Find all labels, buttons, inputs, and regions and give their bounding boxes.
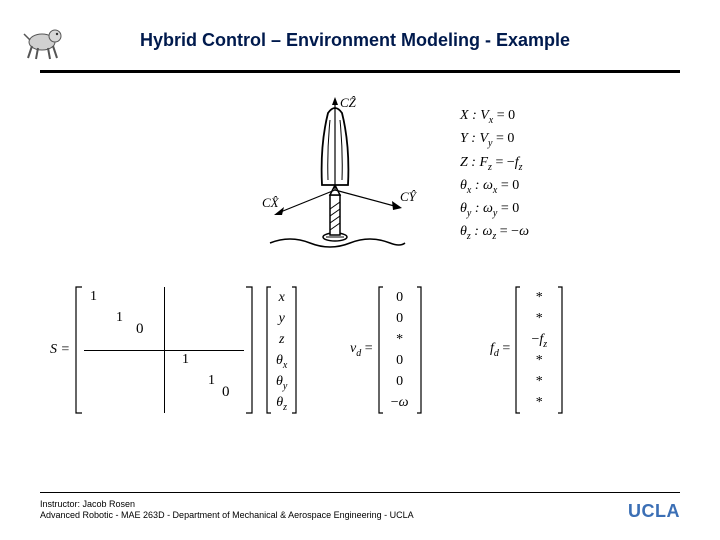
footer-line1: Instructor: Jacob Rosen <box>40 499 680 511</box>
slide-footer: Instructor: Jacob Rosen Advanced Robotic… <box>40 492 680 522</box>
vec-item: θx <box>276 350 287 371</box>
matrix-s: S = 1 1 1 1 0 0 <box>50 285 254 415</box>
footer-line2: Advanced Robotic - MAE 263D - Department… <box>40 510 680 522</box>
ucla-logo: UCLA <box>628 501 680 522</box>
bracket-left-icon <box>377 285 385 415</box>
fd-eq: = <box>502 341 510 356</box>
fd-sub: d <box>494 348 499 359</box>
svg-text:CX̂: CX̂ <box>262 195 280 210</box>
vec-item: * <box>525 350 553 371</box>
constraint-row: Z : Fz = −fz <box>460 152 529 175</box>
vector-vd: vd = 0 0 * 0 0 −ω <box>350 285 423 415</box>
vector-fd: fd = * * −fz * * * <box>490 285 564 415</box>
s-cell: 1 <box>182 352 189 368</box>
figure-screwdriver: CẐ CX̂ CŶ <box>250 95 420 265</box>
vector-vd-col: 0 0 * 0 0 −ω <box>385 287 415 413</box>
bracket-right-icon <box>415 285 423 415</box>
slide-header: Hybrid Control – Environment Modeling - … <box>0 20 720 75</box>
matrices-row: S = 1 1 1 1 0 0 x y z θx θy θz vd = <box>50 285 670 425</box>
bracket-left-icon <box>265 285 273 415</box>
vec-item: 0 <box>388 350 412 371</box>
constraint-row: θx : ωx = 0 <box>460 175 529 198</box>
vec-item: 0 <box>388 287 412 308</box>
vd-label: vd = <box>350 341 373 359</box>
constraint-row: θz : ωz = −ω <box>460 221 529 244</box>
slide-title: Hybrid Control – Environment Modeling - … <box>140 30 570 51</box>
vec-item: 0 <box>388 371 412 392</box>
constraint-row: θy : ωy = 0 <box>460 198 529 221</box>
header-rule <box>40 70 680 73</box>
vec-item: x <box>276 287 287 308</box>
vec-item: * <box>525 287 553 308</box>
vec-item: 0 <box>388 308 412 329</box>
matrix-divider-v <box>164 287 165 413</box>
svg-text:CŶ: CŶ <box>400 189 418 204</box>
s-cell: 1 <box>90 289 97 305</box>
bracket-left-icon <box>514 285 522 415</box>
bracket-right-icon <box>244 285 254 415</box>
matrix-s-label: S = <box>50 342 70 358</box>
vec-item: θy <box>276 371 287 392</box>
vector-fd-col: * * −fz * * * <box>522 287 556 413</box>
vd-eq: = <box>365 341 373 356</box>
vec-item: * <box>388 329 412 350</box>
vec-item: * <box>525 371 553 392</box>
bracket-left-icon <box>74 285 84 415</box>
svg-text:CẐ: CẐ <box>340 95 357 110</box>
vec-item: −ω <box>388 392 412 413</box>
vector-state: x y z θx θy θz <box>265 285 298 415</box>
vec-item: y <box>276 308 287 329</box>
s-cell: 1 <box>116 310 123 326</box>
vec-item: * <box>525 308 553 329</box>
bracket-right-icon <box>556 285 564 415</box>
vec-item: * <box>525 392 553 413</box>
vd-sub: d <box>356 348 361 359</box>
vec-item: θz <box>276 392 287 413</box>
footer-rule <box>40 492 680 493</box>
constraint-row: Y : Vy = 0 <box>460 128 529 151</box>
vec-item: z <box>276 329 287 350</box>
constraint-row: X : Vx = 0 <box>460 105 529 128</box>
constraint-equations: X : Vx = 0 Y : Vy = 0 Z : Fz = −fz θx : … <box>460 105 529 245</box>
matrix-s-body: 1 1 1 1 0 0 <box>84 287 244 413</box>
vec-item: −fz <box>525 329 553 350</box>
vector-state-col: x y z θx θy θz <box>273 287 290 413</box>
s-zero: 0 <box>222 384 230 401</box>
s-zero: 0 <box>136 321 144 338</box>
robot-dog-icon <box>20 22 70 62</box>
bracket-right-icon <box>290 285 298 415</box>
s-cell: 1 <box>208 373 215 389</box>
fd-label: fd = <box>490 341 510 359</box>
